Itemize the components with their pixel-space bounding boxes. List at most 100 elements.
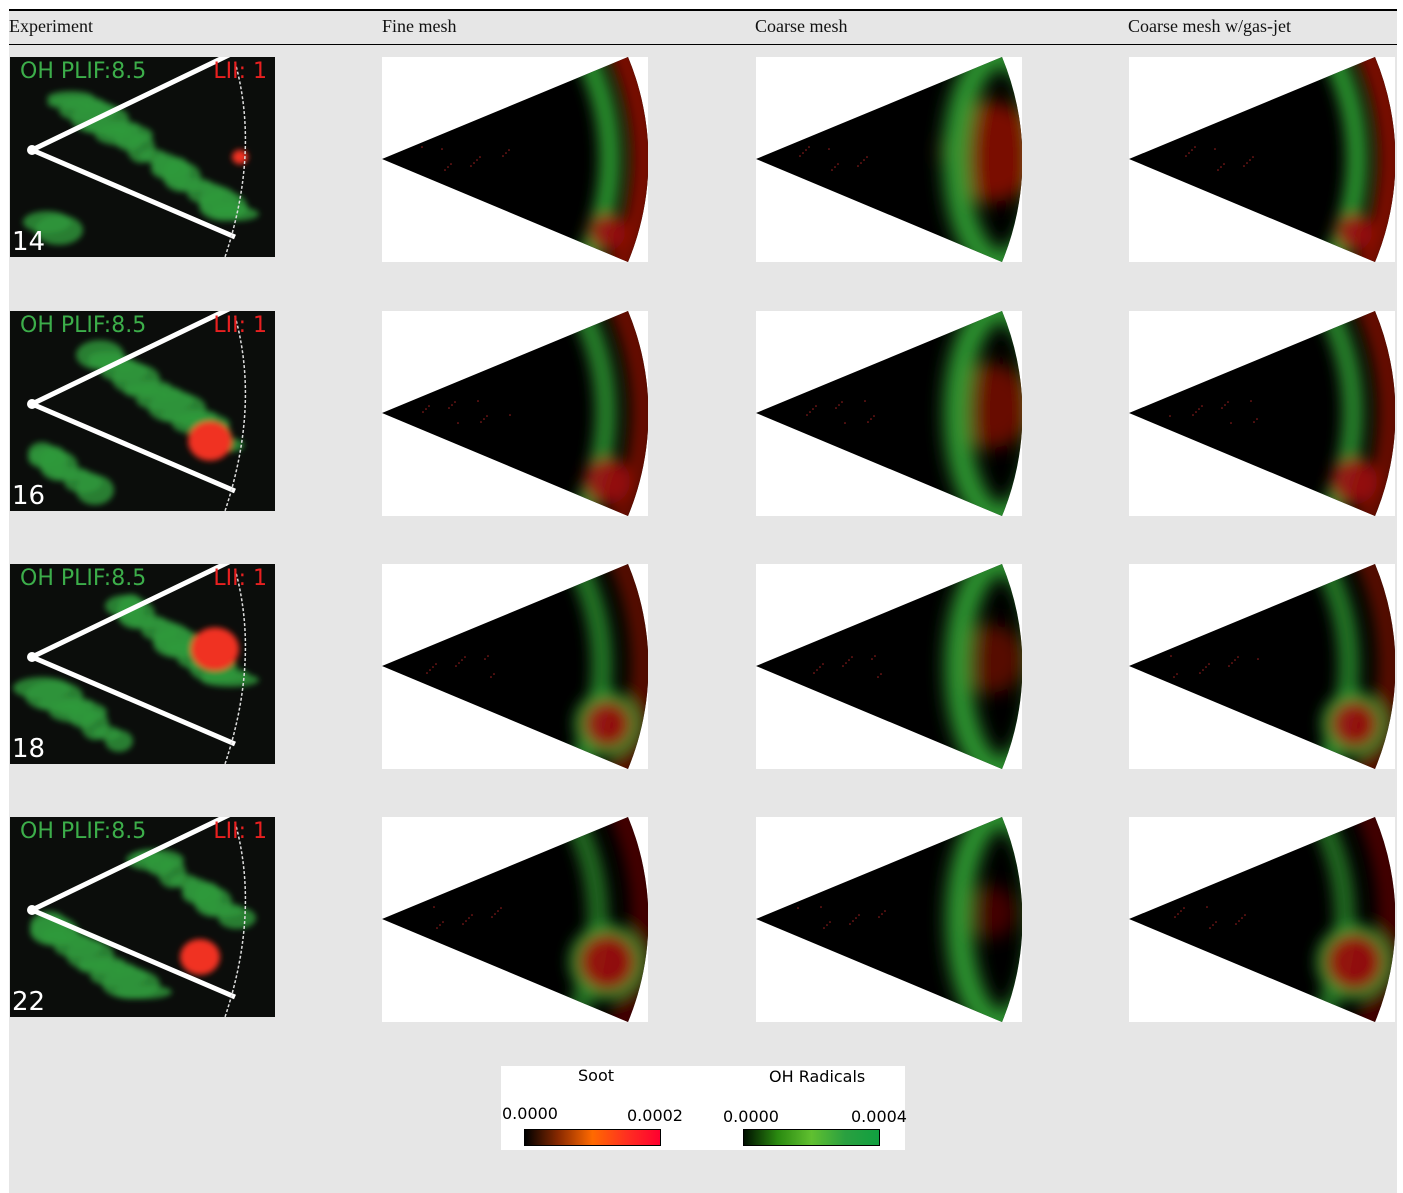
particle — [497, 910, 499, 912]
particle — [455, 665, 457, 667]
particle — [1206, 906, 1208, 908]
particle — [433, 906, 435, 908]
particle — [841, 401, 843, 403]
lii-label: LII: 1 — [213, 59, 267, 84]
simulation-drawing — [756, 57, 1022, 262]
simulation-drawing — [1129, 564, 1395, 769]
simulation-drawing — [756, 564, 1022, 769]
particle — [428, 405, 430, 407]
oh-blob — [105, 730, 133, 752]
particle — [1192, 414, 1194, 416]
particle — [805, 149, 807, 151]
particle — [487, 655, 489, 657]
particle — [480, 421, 482, 423]
particle — [444, 169, 446, 171]
particle — [508, 149, 510, 151]
soot-blob — [188, 421, 232, 461]
particle — [881, 913, 883, 915]
nozzle — [27, 905, 37, 915]
particle — [852, 920, 854, 922]
color-legend: Soot OH Radicals 0.0000 0.0002 0.0000 0.… — [501, 1066, 905, 1150]
particle — [1214, 148, 1216, 150]
particle — [1199, 672, 1201, 674]
oh-blob — [211, 202, 249, 216]
simulation-image — [382, 564, 648, 769]
column-header: Fine mesh — [382, 16, 457, 37]
oh-blob — [124, 380, 172, 394]
particle — [1252, 156, 1254, 158]
particle — [1237, 656, 1239, 658]
particle — [422, 411, 424, 413]
particle — [1227, 401, 1229, 403]
oh-blob — [194, 882, 222, 912]
simulation-image — [1129, 817, 1395, 1022]
simulation-image — [1129, 311, 1395, 516]
particle — [820, 906, 822, 908]
particle — [880, 673, 882, 675]
particle — [863, 159, 865, 161]
oh-blob — [163, 157, 191, 187]
particle — [828, 148, 830, 150]
particle — [1205, 666, 1207, 668]
particle — [867, 421, 869, 423]
particle — [1221, 407, 1223, 409]
particle — [877, 676, 879, 678]
simulation-drawing — [1129, 817, 1395, 1022]
particle — [1177, 913, 1179, 915]
time-label: 22 — [12, 987, 45, 1017]
particle — [1188, 152, 1190, 154]
particle — [491, 916, 493, 918]
simulation-drawing — [382, 57, 648, 262]
particle — [1169, 415, 1171, 417]
particle — [464, 656, 466, 658]
simulation-image — [756, 57, 1022, 262]
particle — [802, 152, 804, 154]
legend-title: Soot — [578, 1066, 614, 1085]
simulation-drawing — [1129, 57, 1395, 262]
particle — [1201, 405, 1203, 407]
particle — [831, 169, 833, 171]
particle — [1185, 155, 1187, 157]
particle — [486, 415, 488, 417]
particle — [451, 404, 453, 406]
particle — [425, 408, 427, 410]
simulation-image — [382, 57, 648, 262]
legend-min: 0.0000 — [723, 1107, 779, 1126]
particle — [855, 917, 857, 919]
nozzle — [27, 652, 37, 662]
particle — [476, 159, 478, 161]
oh-blob — [76, 475, 114, 505]
soot-pocket — [584, 458, 630, 504]
lii-label: LII: 1 — [213, 819, 267, 844]
particle — [484, 658, 486, 660]
experiment-image: OH PLIF:8.5LII: 122 — [10, 817, 275, 1017]
simulation-drawing — [756, 817, 1022, 1022]
particle — [1250, 400, 1252, 402]
particle — [842, 665, 844, 667]
window-arc — [225, 316, 245, 511]
particle — [439, 924, 441, 926]
legend-title: OH Radicals — [769, 1067, 865, 1086]
particle — [470, 165, 472, 167]
particle — [450, 163, 452, 165]
particle — [483, 418, 485, 420]
particle — [1223, 163, 1225, 165]
oh-blob — [78, 956, 126, 970]
oh-blob — [201, 668, 249, 682]
oh-label: OH PLIF:8.5 — [20, 59, 146, 84]
particle — [1249, 159, 1251, 161]
particle — [874, 655, 876, 657]
oh-blob — [218, 907, 256, 929]
oh-blob — [114, 985, 172, 999]
particle — [1170, 655, 1172, 657]
particle — [1256, 418, 1258, 420]
particle — [813, 672, 815, 674]
particle — [873, 415, 875, 417]
particle — [432, 666, 434, 668]
particle — [1243, 165, 1245, 167]
particle — [468, 917, 470, 919]
nozzle — [27, 145, 37, 155]
particle — [461, 659, 463, 661]
simulation-image — [1129, 564, 1395, 769]
soot-pocket — [589, 214, 625, 250]
